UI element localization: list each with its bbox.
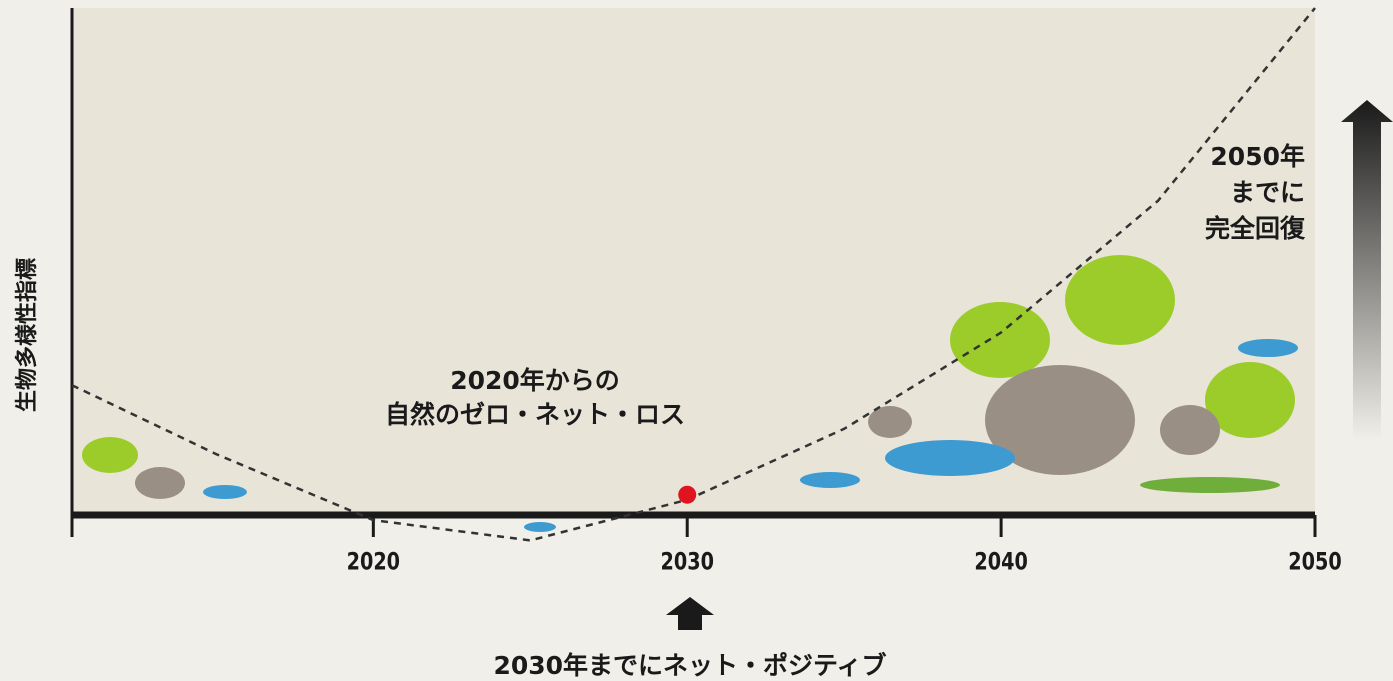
annotation: 2050年 bbox=[1210, 142, 1305, 171]
x-tick-label: 2030 bbox=[661, 549, 714, 577]
annotation: 完全回復 bbox=[1205, 214, 1306, 243]
x-tick-label: 2020 bbox=[347, 549, 400, 577]
annotation: 自然のゼロ・ネット・ロス bbox=[385, 400, 685, 429]
y-axis-label: 生物多様性指標 bbox=[14, 258, 40, 412]
x-tick-label: 2040 bbox=[974, 549, 1027, 577]
annotation: までに bbox=[1230, 178, 1305, 207]
x-tick-label: 2050 bbox=[1288, 549, 1341, 577]
up-arrow bbox=[1341, 100, 1393, 440]
annotation: 2020年からの bbox=[450, 366, 620, 395]
decoration bbox=[82, 255, 1298, 532]
annotation: 2030年までにネット・ポジティブ bbox=[493, 651, 886, 680]
pointer-arrow bbox=[666, 597, 714, 630]
highlight-point bbox=[678, 485, 697, 504]
